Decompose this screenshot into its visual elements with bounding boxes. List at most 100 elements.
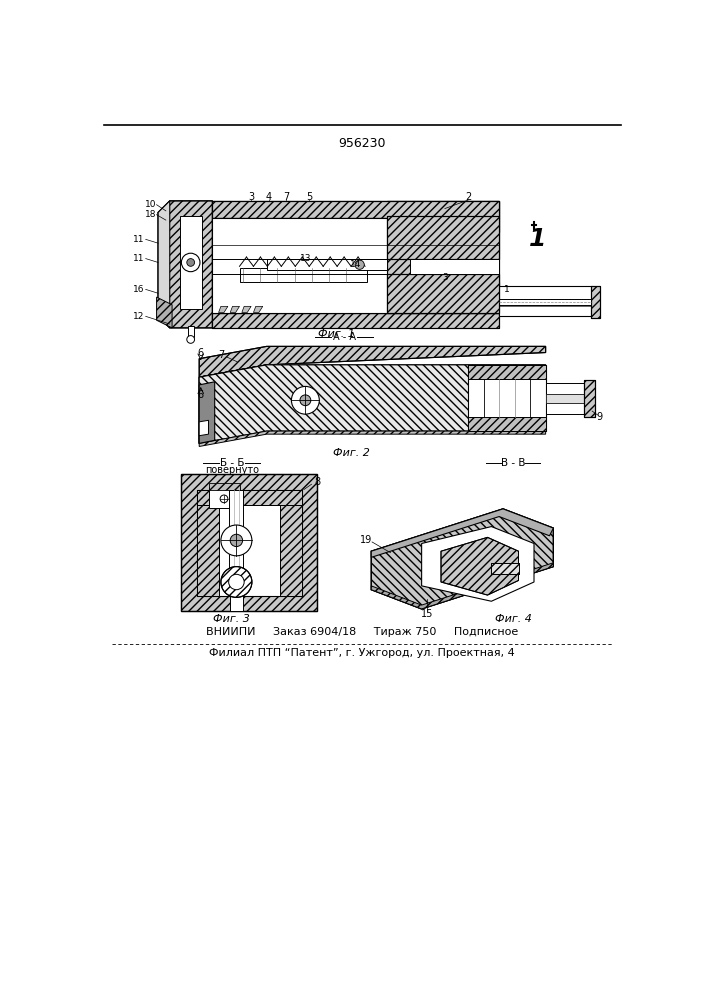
Bar [212, 201, 499, 216]
Polygon shape [199, 346, 546, 377]
Bar [546, 394, 588, 403]
Bar [197, 490, 301, 505]
Bar [212, 201, 499, 216]
Bar [499, 301, 592, 316]
Polygon shape [158, 201, 212, 328]
Text: 15: 15 [421, 609, 433, 619]
Bar [387, 218, 499, 312]
Text: 16: 16 [133, 285, 144, 294]
Polygon shape [253, 306, 263, 312]
Text: 7: 7 [218, 350, 225, 360]
Bar [180, 216, 201, 309]
Bar [499, 299, 592, 306]
Bar [240, 268, 368, 282]
Circle shape [228, 574, 244, 590]
Bar [182, 474, 317, 611]
Polygon shape [199, 382, 215, 443]
Bar [468, 417, 546, 431]
Text: 8: 8 [314, 477, 320, 487]
Text: 14: 14 [350, 260, 361, 269]
Text: 9: 9 [597, 412, 603, 422]
Text: Фиг. 2: Фиг. 2 [334, 448, 370, 458]
Text: Филиал ПТП “Патент”, г. Ужгород, ул. Проектная, 4: Филиал ПТП “Патент”, г. Ужгород, ул. Про… [209, 648, 515, 658]
Bar [491, 563, 518, 574]
Polygon shape [218, 306, 228, 312]
Bar [209, 483, 240, 490]
Text: Фиг. 4: Фиг. 4 [495, 614, 532, 624]
Text: Фиг. 3: Фиг. 3 [214, 614, 250, 624]
Polygon shape [199, 431, 546, 446]
Text: Б - Б: Б - Б [219, 458, 244, 468]
Text: 12: 12 [133, 312, 144, 321]
Text: повернуто: повернуто [205, 465, 259, 475]
Text: 1: 1 [504, 285, 510, 294]
Bar [387, 201, 499, 232]
Bar [209, 487, 240, 508]
Bar [267, 259, 387, 270]
Bar [212, 312, 499, 328]
Polygon shape [199, 420, 209, 436]
Bar [499, 286, 592, 301]
Polygon shape [371, 509, 554, 557]
Bar [212, 218, 387, 312]
Bar [546, 383, 588, 394]
Bar [387, 216, 499, 259]
Polygon shape [199, 365, 267, 443]
Text: 13: 13 [300, 254, 311, 263]
Bar [187, 326, 194, 337]
Text: 956230: 956230 [338, 137, 386, 150]
Text: ВНИИПИ     Заказ 6904/18     Тираж 750     Подписное: ВНИИПИ Заказ 6904/18 Тираж 750 Подписное [206, 627, 518, 637]
Bar [590, 286, 600, 318]
Bar [212, 201, 499, 218]
Circle shape [187, 259, 194, 266]
Circle shape [355, 260, 364, 269]
Circle shape [300, 395, 311, 406]
Bar [585, 380, 595, 417]
Bar [590, 286, 600, 318]
Polygon shape [199, 365, 546, 443]
Polygon shape [371, 563, 554, 609]
Text: 5: 5 [306, 192, 312, 202]
Text: В - В: В - В [501, 458, 525, 468]
Text: 6: 6 [198, 390, 204, 400]
Bar [468, 365, 546, 431]
Bar [230, 490, 243, 596]
Bar [387, 216, 499, 259]
Text: 2: 2 [465, 192, 472, 202]
Bar [546, 403, 588, 414]
Bar [197, 490, 218, 596]
Text: 7: 7 [283, 192, 289, 202]
Polygon shape [421, 527, 534, 601]
Bar [182, 474, 317, 611]
Text: 18: 18 [145, 210, 156, 219]
Bar [197, 490, 301, 596]
Text: 6: 6 [198, 348, 204, 358]
Bar [387, 282, 499, 312]
Bar [387, 274, 499, 312]
Circle shape [187, 336, 194, 343]
Polygon shape [156, 297, 172, 328]
Bar [410, 259, 499, 274]
Bar [387, 201, 499, 232]
Text: 19: 19 [360, 535, 372, 545]
Polygon shape [441, 537, 518, 595]
Bar [585, 380, 595, 417]
Circle shape [221, 525, 252, 556]
Polygon shape [158, 201, 170, 328]
Circle shape [221, 567, 252, 597]
Bar [212, 218, 499, 312]
Bar [230, 594, 243, 611]
Circle shape [230, 534, 243, 547]
Bar [491, 563, 518, 574]
Circle shape [291, 386, 320, 414]
Polygon shape [199, 365, 546, 443]
Text: 10: 10 [145, 200, 156, 209]
Text: 3: 3 [248, 192, 255, 202]
Text: Фиг. 1: Фиг. 1 [318, 329, 355, 339]
Text: 3: 3 [442, 273, 448, 282]
Bar [387, 274, 499, 312]
Bar [212, 216, 391, 232]
Circle shape [182, 253, 200, 272]
Text: 4: 4 [266, 192, 272, 202]
Text: 1: 1 [529, 227, 547, 251]
